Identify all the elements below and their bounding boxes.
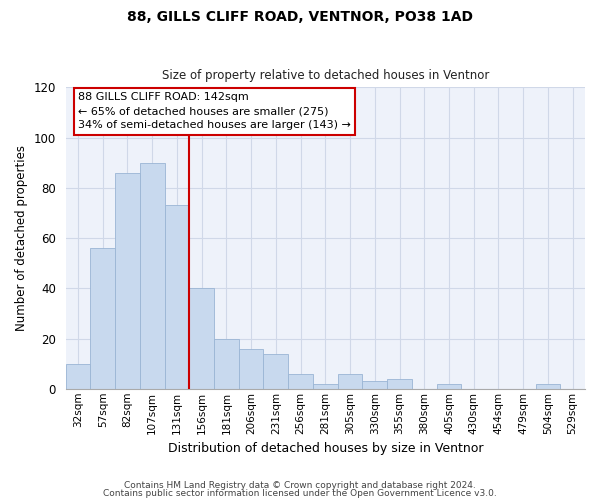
Y-axis label: Number of detached properties: Number of detached properties (15, 145, 28, 331)
Bar (164, 206, 190, 389)
Bar (214, 338, 239, 389)
Bar (91, 248, 115, 389)
Bar (387, 378, 412, 389)
Text: Contains public sector information licensed under the Open Government Licence v3: Contains public sector information licen… (103, 488, 497, 498)
Text: Contains HM Land Registry data © Crown copyright and database right 2024.: Contains HM Land Registry data © Crown c… (124, 481, 476, 490)
X-axis label: Distribution of detached houses by size in Ventnor: Distribution of detached houses by size … (167, 442, 483, 455)
Title: Size of property relative to detached houses in Ventnor: Size of property relative to detached ho… (161, 69, 489, 82)
Bar (437, 384, 461, 389)
Bar (65, 364, 91, 389)
Text: 88, GILLS CLIFF ROAD, VENTNOR, PO38 1AD: 88, GILLS CLIFF ROAD, VENTNOR, PO38 1AD (127, 10, 473, 24)
Bar (313, 384, 338, 389)
Bar (288, 374, 313, 389)
Bar (263, 354, 288, 389)
Bar (140, 162, 164, 389)
Bar (338, 374, 362, 389)
Bar (190, 288, 214, 389)
Bar (536, 384, 560, 389)
Bar (362, 381, 387, 389)
Bar (115, 172, 140, 389)
Text: 88 GILLS CLIFF ROAD: 142sqm
← 65% of detached houses are smaller (275)
34% of se: 88 GILLS CLIFF ROAD: 142sqm ← 65% of det… (78, 92, 351, 130)
Bar (239, 348, 263, 389)
